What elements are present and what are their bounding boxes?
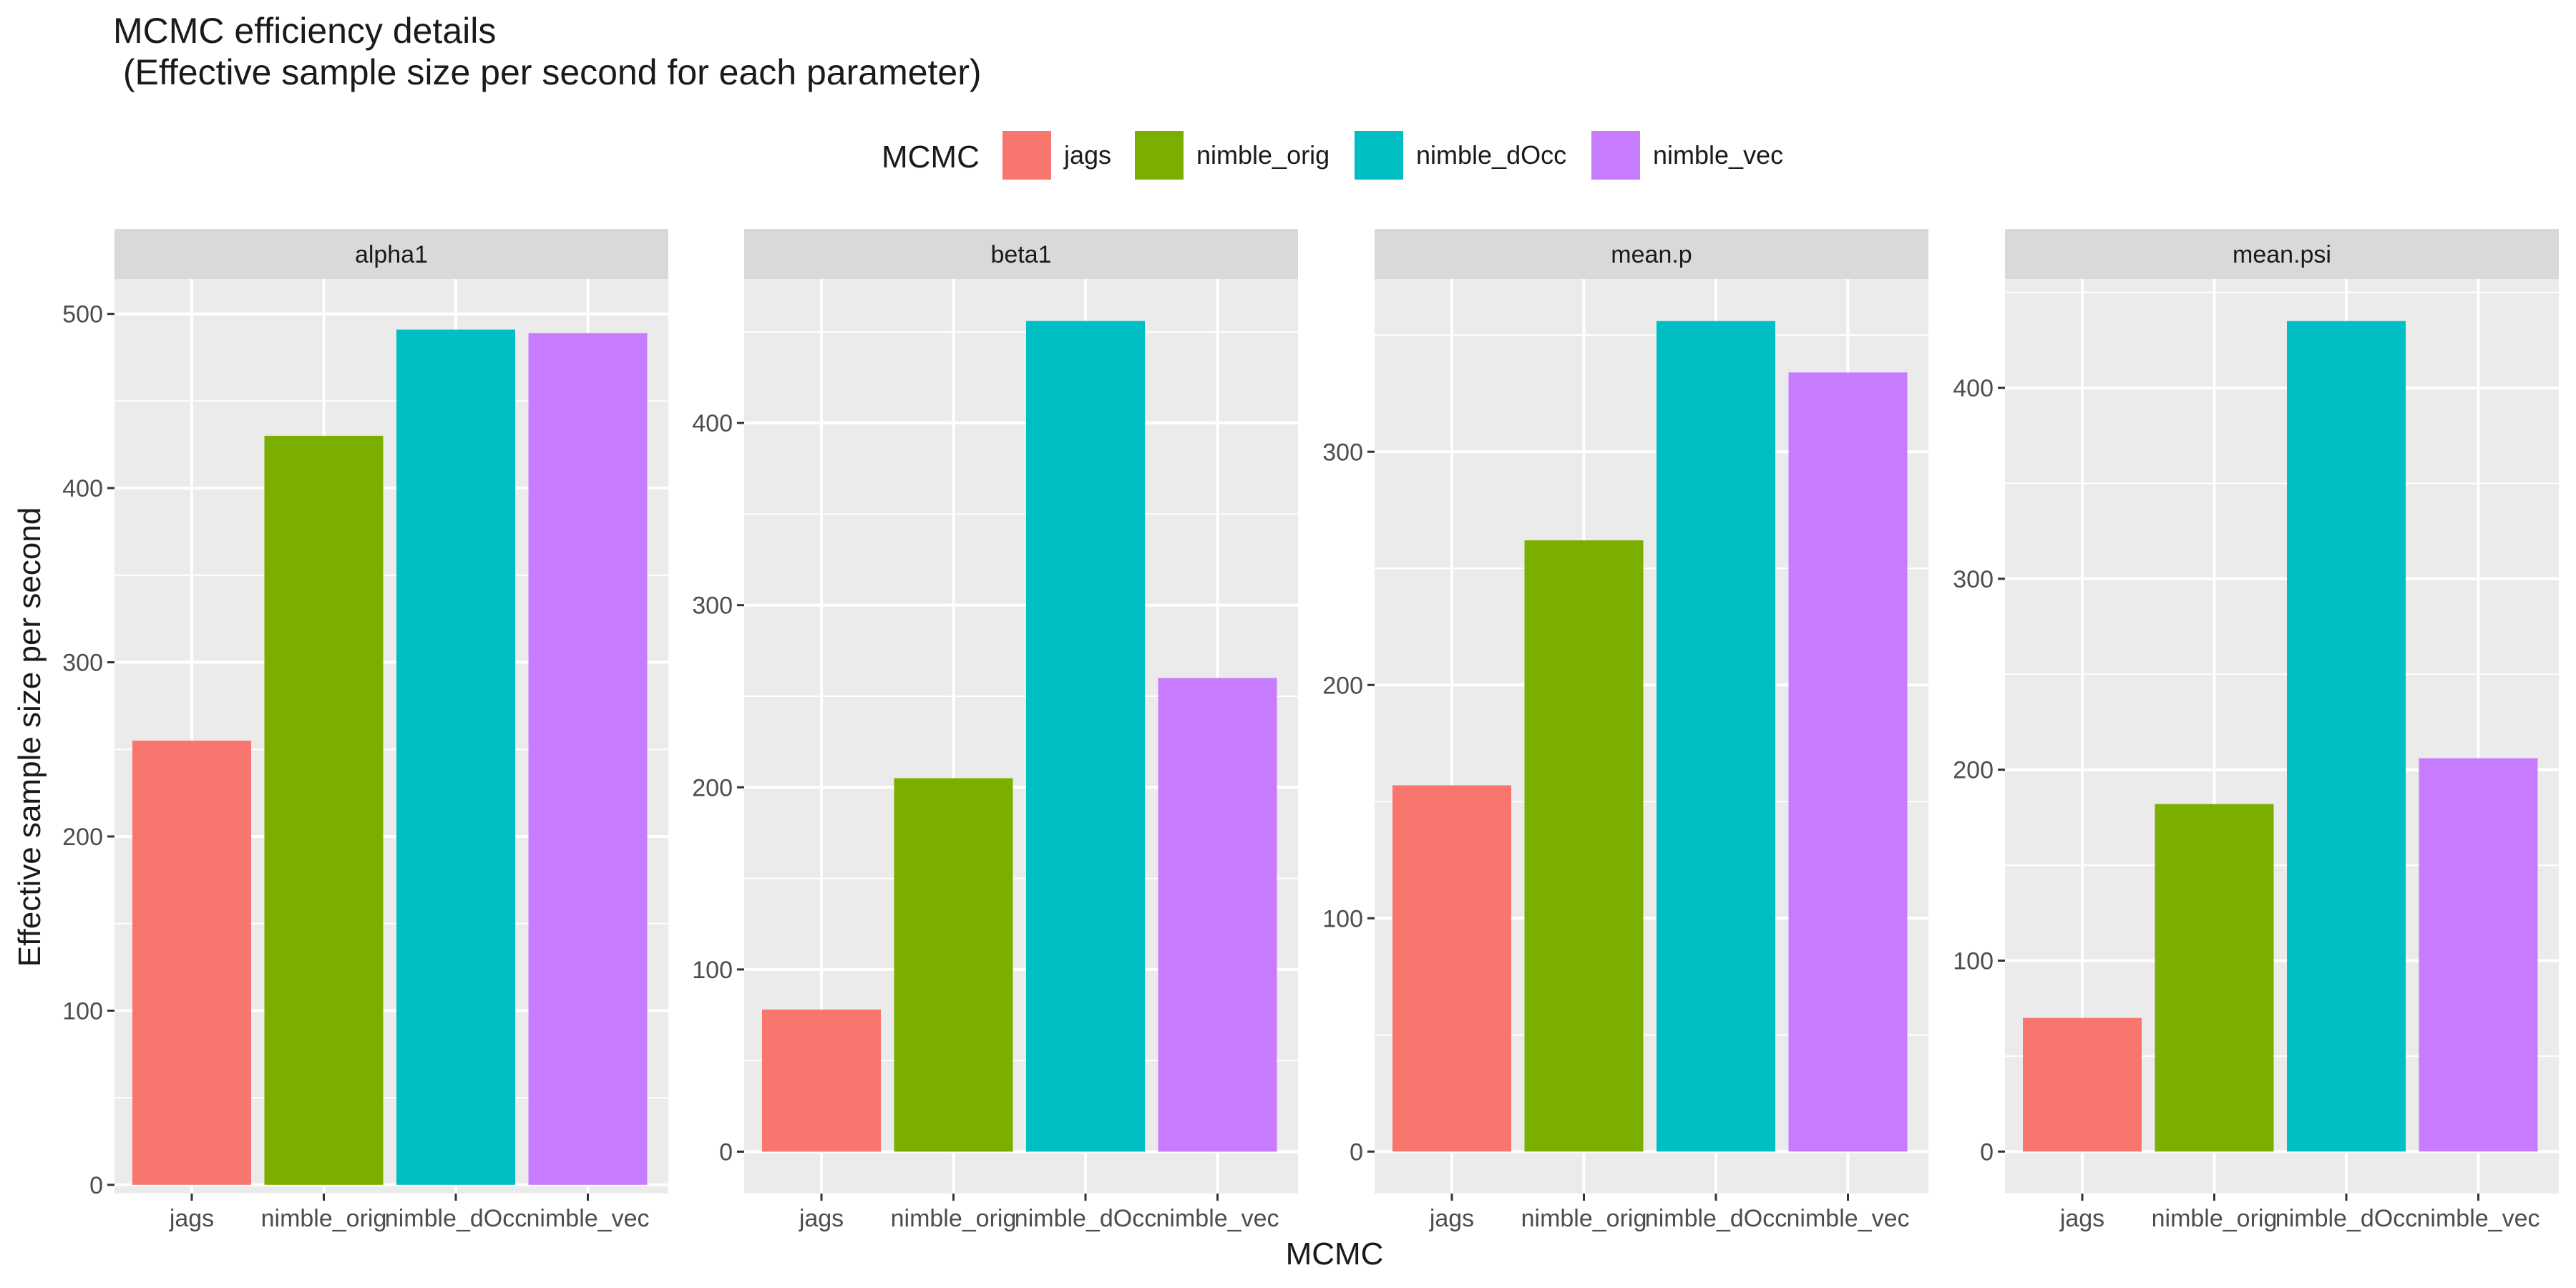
legend-label-nimble-vec: nimble_vec <box>1653 140 1784 170</box>
x-axis-title: MCMC <box>1286 1236 1384 1272</box>
strip-label-alpha1: alpha1 <box>355 241 428 268</box>
legend-label-nimble-orig: nimble_orig <box>1196 140 1330 170</box>
chart-title: MCMC efficiency details (Effective sampl… <box>113 11 982 92</box>
bar-mean-psi-nimble-docc <box>2287 321 2406 1152</box>
legend-title: MCMC <box>882 140 980 175</box>
legend-label-jags: jags <box>1064 140 1112 170</box>
strip-beta1 <box>744 229 1298 279</box>
y-tick-label-beta1: 0 <box>719 1138 733 1166</box>
y-tick-label-mean-p: 200 <box>1322 672 1363 699</box>
bar-mean-p-jags <box>1392 785 1511 1152</box>
legend-key-nimble-orig <box>1135 131 1184 180</box>
y-tick-label-alpha1: 200 <box>62 824 103 851</box>
x-tick-label-nimble-vec: nimble_vec <box>2417 1205 2540 1232</box>
bar-mean-p-nimble-vec <box>1788 372 1908 1152</box>
x-tick-label-nimble-docc: nimble_dOcc <box>385 1205 527 1232</box>
y-tick-label-alpha1: 400 <box>62 475 103 502</box>
x-tick-label-jags: jags <box>799 1205 844 1232</box>
x-tick-label-nimble-docc: nimble_dOcc <box>1645 1205 1787 1232</box>
bar-mean-psi-nimble-orig <box>2155 804 2274 1152</box>
y-tick-label-mean-p: 100 <box>1322 905 1363 932</box>
y-tick-label-alpha1: 100 <box>62 997 103 1025</box>
y-tick-label-mean-psi: 100 <box>1953 947 1994 975</box>
y-tick-label-mean-psi: 0 <box>1980 1138 1994 1166</box>
strip-mean-psi <box>2005 229 2559 279</box>
y-tick-label-mean-psi: 400 <box>1953 375 1994 402</box>
legend-key-nimble-docc <box>1355 131 1403 180</box>
x-tick-label-jags: jags <box>169 1205 214 1232</box>
y-tick-label-beta1: 100 <box>692 957 733 984</box>
bar-beta1-jags <box>762 1009 881 1152</box>
x-tick-label-nimble-orig: nimble_orig <box>261 1205 387 1232</box>
x-tick-label-nimble-vec: nimble_vec <box>1787 1205 1910 1232</box>
strip-alpha1 <box>114 229 668 279</box>
bar-mean-psi-nimble-vec <box>2419 758 2538 1152</box>
strip-label-mean-p: mean.p <box>1611 241 1692 268</box>
bar-alpha1-nimble-vec <box>528 333 648 1185</box>
y-tick-label-beta1: 400 <box>692 410 733 437</box>
y-tick-label-mean-psi: 300 <box>1953 566 1994 593</box>
x-tick-label-nimble-orig: nimble_orig <box>2152 1205 2278 1232</box>
bar-mean-psi-jags <box>2023 1018 2142 1152</box>
x-tick-label-nimble-docc: nimble_dOcc <box>2275 1205 2417 1232</box>
y-axis-title: Effective sample size per second <box>12 507 47 967</box>
x-tick-label-jags: jags <box>2059 1205 2104 1232</box>
bar-alpha1-nimble-orig <box>264 436 384 1185</box>
x-tick-label-nimble-vec: nimble_vec <box>1156 1205 1279 1232</box>
bar-beta1-nimble-vec <box>1158 678 1277 1152</box>
bar-mean-p-nimble-orig <box>1524 540 1644 1152</box>
legend: MCMC jags nimble_orig nimble_dOcc nimble… <box>0 131 2576 184</box>
y-tick-label-mean-psi: 200 <box>1953 757 1994 784</box>
x-tick-label-jags: jags <box>1429 1205 1474 1232</box>
strip-label-mean-psi: mean.psi <box>2233 241 2331 268</box>
x-tick-label-nimble-docc: nimble_dOcc <box>1015 1205 1156 1232</box>
y-tick-label-mean-p: 300 <box>1322 439 1363 466</box>
y-tick-label-beta1: 200 <box>692 774 733 801</box>
x-tick-label-nimble-orig: nimble_orig <box>891 1205 1017 1232</box>
y-tick-label-alpha1: 500 <box>62 301 103 328</box>
y-tick-label-beta1: 300 <box>692 592 733 620</box>
bar-beta1-nimble-docc <box>1026 321 1145 1152</box>
bar-beta1-nimble-orig <box>894 778 1013 1152</box>
strip-label-beta1: beta1 <box>990 241 1051 268</box>
strip-mean-p <box>1375 229 1928 279</box>
y-tick-label-mean-p: 0 <box>1350 1138 1363 1166</box>
legend-label-nimble-docc: nimble_dOcc <box>1416 140 1567 170</box>
x-tick-label-nimble-orig: nimble_orig <box>1521 1205 1647 1232</box>
legend-key-nimble-vec <box>1591 131 1640 180</box>
bar-alpha1-nimble-docc <box>396 329 515 1185</box>
x-tick-label-nimble-vec: nimble_vec <box>527 1205 650 1232</box>
y-tick-label-alpha1: 0 <box>89 1172 103 1199</box>
bar-mean-p-nimble-docc <box>1657 321 1775 1152</box>
bar-alpha1-jags <box>132 741 251 1185</box>
y-tick-label-alpha1: 300 <box>62 650 103 677</box>
legend-key-jags <box>1002 131 1051 180</box>
